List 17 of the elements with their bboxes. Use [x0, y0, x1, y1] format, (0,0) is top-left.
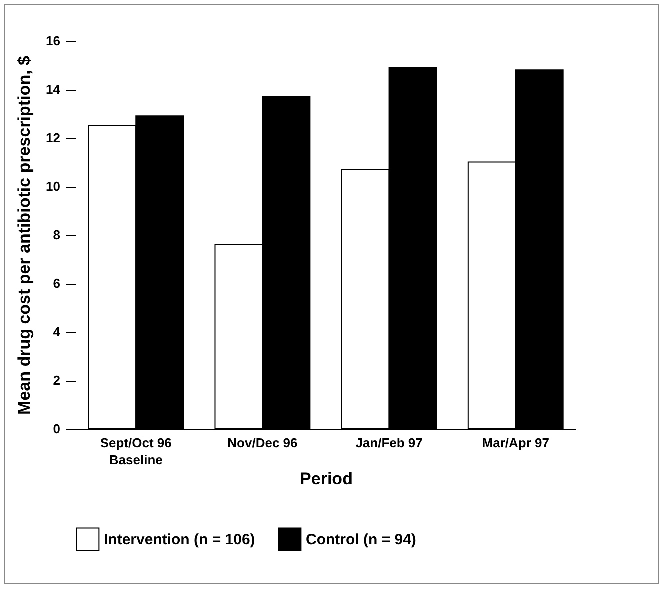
- x-axis-title: Period: [300, 470, 353, 488]
- x-tick-label: Sept/Oct 96 Baseline: [100, 436, 172, 468]
- y-tick-label: 12: [46, 130, 60, 146]
- y-tick-label: 0: [53, 422, 60, 436]
- y-tick-label: 10: [46, 179, 60, 194]
- y-tick-label: 8: [53, 228, 60, 242]
- y-tick-label: 2: [53, 373, 60, 388]
- x-tick-label: Jan/Feb 97: [356, 436, 423, 450]
- x-tick-label: Mar/Apr 97: [482, 436, 550, 450]
- y-tick-label: 4: [53, 324, 62, 340]
- legend-label: Intervention (n = 106): [104, 531, 256, 548]
- y-tick-label: 16: [46, 34, 60, 48]
- y-tick-label: 6: [53, 276, 60, 291]
- x-tick-label: Nov/Dec 96: [228, 436, 298, 450]
- y-tick-label: 14: [46, 82, 62, 97]
- y-axis-title: Mean drug cost per antibiotic prescription, $: [15, 55, 34, 415]
- legend-label: Control (n = 94): [306, 531, 416, 548]
